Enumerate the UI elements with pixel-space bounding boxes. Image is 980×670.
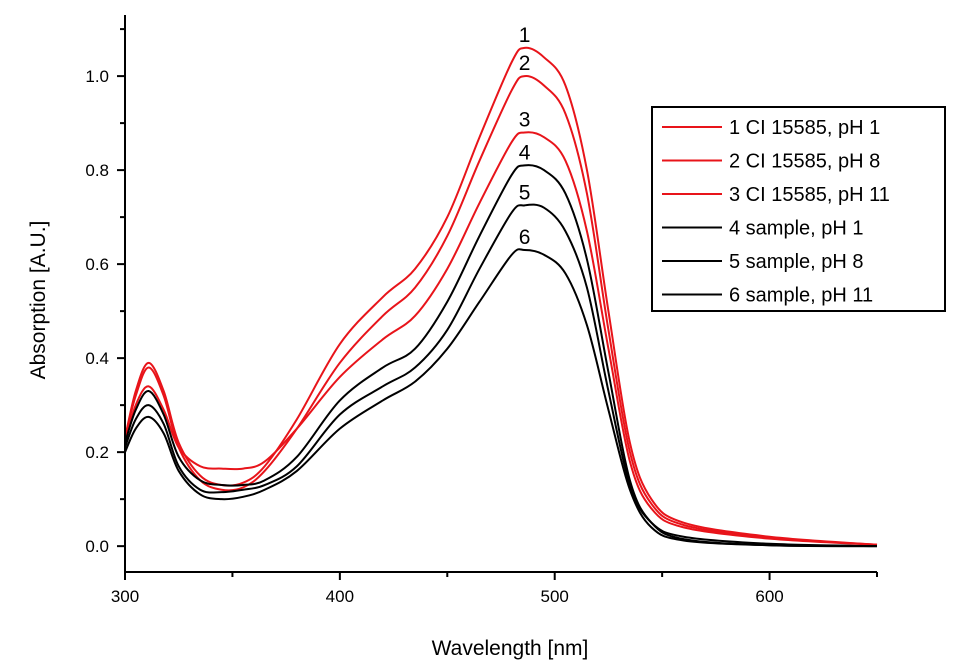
peak-label-4: 4 <box>519 141 531 164</box>
series-line-4 <box>124 164 878 548</box>
legend: 1 CI 15585, pH 1 2 CI 15585, pH 8 3 CI 155… <box>651 106 946 312</box>
series-line-2 <box>124 75 878 546</box>
y-tick-label: 1.0 <box>85 67 109 86</box>
legend-entry: 2 CI 15585, pH 8 <box>729 151 880 173</box>
x-tick-label: 300 <box>111 587 139 606</box>
y-tick-label: 0.8 <box>85 161 109 180</box>
legend-entry: 1 CI 15585, pH 1 <box>729 117 880 139</box>
peak-label-3: 3 <box>519 109 531 132</box>
legend-entry: 4 sample, pH 1 <box>729 218 864 240</box>
series-line-6 <box>124 248 878 548</box>
y-tick-label: 0.4 <box>85 349 109 368</box>
peak-label-5: 5 <box>519 181 531 204</box>
legend-entry: 5 sample, pH 8 <box>729 251 864 273</box>
y-tick-label: 0.6 <box>85 255 109 274</box>
axes: 300 400 500 600 0.0 0.2 0.4 0.6 0.8 1.0 <box>85 15 878 606</box>
legend-box <box>651 106 946 312</box>
peak-label-2: 2 <box>519 52 531 75</box>
series-line-5 <box>124 203 878 548</box>
x-axis-label: Wavelength [nm] <box>432 637 589 660</box>
y-axis-label: Absorption [A.U.] <box>27 221 50 380</box>
series-line-1 <box>124 46 878 546</box>
y-tick-label: 0.2 <box>85 443 109 462</box>
legend-entry: 6 sample, pH 11 <box>729 285 873 307</box>
peak-label-1: 1 <box>519 24 531 47</box>
peak-label-6: 6 <box>519 226 531 249</box>
x-tick-label: 600 <box>755 587 783 606</box>
series-line-3 <box>124 131 878 546</box>
x-tick-label: 400 <box>326 587 354 606</box>
x-tick-label: 500 <box>541 587 569 606</box>
series-lines: 1 2 3 4 5 6 <box>124 24 878 548</box>
legend-entry: 3 CI 15585, pH 11 <box>729 184 890 206</box>
y-tick-label: 0.0 <box>85 537 109 556</box>
